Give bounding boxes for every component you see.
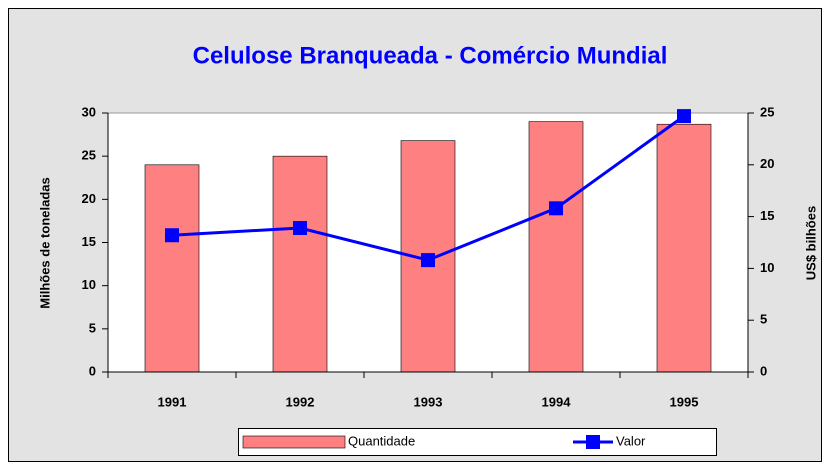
y-tick-label: 30: [82, 104, 96, 119]
marker: [421, 253, 435, 268]
y-tick-label: 10: [82, 277, 96, 292]
x-tick-label: 1994: [542, 394, 572, 409]
y-tick-label: 5: [89, 320, 96, 335]
marker: [165, 228, 179, 243]
marker: [549, 201, 563, 216]
y-axis-label: Milhões de toneladas: [37, 177, 52, 308]
x-tick-label: 1991: [158, 394, 187, 409]
y2-tick-label: 5: [760, 312, 767, 327]
legend-label: Quantidade: [348, 433, 415, 448]
y2-tick-label: 25: [760, 104, 774, 119]
y2-tick-label: 0: [760, 363, 767, 378]
bar: [528, 121, 584, 373]
x-tick-label: 1992: [286, 394, 315, 409]
y-tick-label: 25: [82, 148, 96, 163]
y-tick-label: 20: [82, 191, 96, 206]
y-tick-label: 0: [89, 363, 96, 378]
marker: [677, 109, 691, 124]
y2-tick-label: 10: [760, 260, 774, 275]
legend-swatch: [242, 435, 346, 449]
y-tick-label: 15: [82, 234, 96, 249]
chart-title: Celulose Branqueada - Comércio Mundial: [193, 42, 668, 69]
legend-label: Valor: [616, 433, 646, 448]
y2-axis-label: US$ bilhões: [803, 206, 818, 280]
x-tick-label: 1995: [670, 394, 699, 409]
marker: [293, 220, 307, 235]
y2-tick-label: 15: [760, 208, 774, 223]
bar: [272, 155, 328, 373]
legend-swatch: [586, 435, 600, 449]
bar: [144, 164, 200, 373]
x-tick-label: 1993: [414, 394, 443, 409]
y2-tick-label: 20: [760, 156, 774, 171]
bar: [656, 123, 712, 373]
